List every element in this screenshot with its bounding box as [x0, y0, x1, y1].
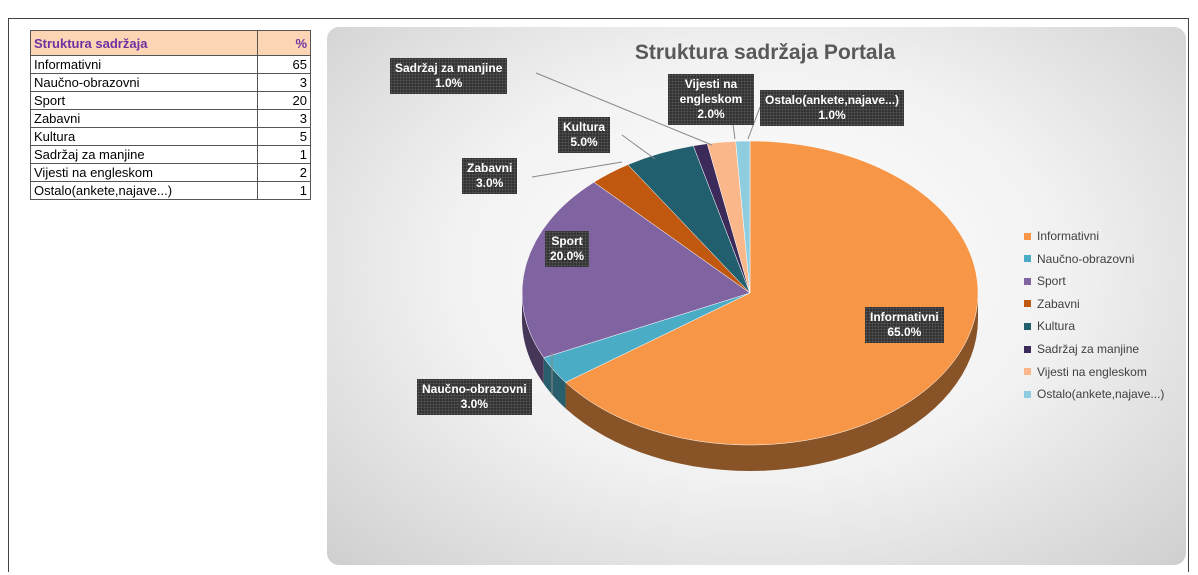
pie-svg [521, 72, 979, 471]
table-header: Struktura sadržaja % [30, 30, 311, 56]
cell: 1 [257, 145, 311, 164]
table-row: Informativni 65 [30, 55, 311, 74]
cell: Ostalo(ankete,najave...) [30, 181, 258, 200]
cell: Vijesti na engleskom [30, 163, 258, 182]
legend-swatch [1024, 390, 1031, 398]
pie-side [522, 293, 544, 384]
cell: 2 [257, 163, 311, 182]
cell: Sport [30, 91, 258, 110]
label-value: 2.0% [697, 107, 725, 121]
label-value: 1.0% [435, 76, 463, 90]
legend-swatch [1024, 322, 1031, 330]
legend-label: Sadržaj za manjine [1037, 342, 1140, 356]
legend-item: Sadržaj za manjine [1024, 342, 1139, 356]
cell: 5 [257, 127, 311, 146]
data-label: Naučno-obrazovni 3.0% [417, 379, 532, 415]
leader-line [621, 134, 656, 160]
data-label: Kultura 5.0% [558, 117, 610, 153]
chart-title: Struktura sadržaja Portala [634, 41, 896, 64]
pie-slice [521, 181, 751, 359]
label-name: Ostalo(ankete,najave...) [765, 93, 900, 107]
pie-side [565, 293, 978, 471]
label-name: Sport [551, 234, 583, 248]
legend-item: Ostalo(ankete,najave...) [1024, 387, 1164, 401]
pie-side [543, 357, 566, 409]
data-label: Informativni 65.0% [865, 307, 944, 343]
data-label: Ostalo(ankete,najave...) 1.0% [760, 90, 905, 126]
cell: Informativni [30, 55, 258, 74]
cell: Zabavni [30, 109, 258, 128]
leader-line [531, 161, 623, 178]
label-value: 65.0% [887, 325, 922, 339]
table-row: Kultura 5 [30, 127, 311, 146]
legend-item: Kultura [1024, 319, 1075, 333]
header-cell: Struktura sadržaja [30, 30, 258, 56]
data-label: Sadržaj za manjine 1.0% [390, 58, 508, 94]
leader-line [747, 106, 761, 140]
pie-tops [521, 140, 979, 446]
table-row: Vijesti na engleskom 2 [30, 163, 311, 182]
legend-swatch [1024, 345, 1031, 353]
legend-item: Zabavni [1024, 297, 1080, 311]
legend-swatch [1024, 232, 1031, 240]
cell: 3 [257, 109, 311, 128]
legend-item: Vijesti na engleskom [1024, 365, 1147, 379]
legend-item: Informativni [1024, 229, 1099, 243]
pie-sides [522, 293, 978, 471]
sheet-frame [8, 18, 1189, 572]
pie-slice [735, 140, 751, 294]
cell: Sadržaj za manjine [30, 145, 258, 164]
legend-label: Zabavni [1037, 296, 1080, 311]
data-label: Zabavni 3.0% [462, 158, 518, 194]
table-row: Sadržaj za manjine 1 [30, 145, 311, 164]
legend-swatch [1024, 277, 1031, 285]
legend-swatch [1024, 368, 1031, 376]
data-label: Sport 20.0% [545, 231, 590, 267]
legend-label: Naučno-obrazovni [1037, 251, 1135, 266]
legend-label: Sport [1037, 274, 1066, 289]
chart-area: Struktura sadržaja Portala Informativni 6… [327, 27, 1186, 565]
legend-swatch [1024, 255, 1031, 263]
legend-label: Informativni [1037, 229, 1100, 243]
table-row: Ostalo(ankete,najave...) 1 [30, 181, 311, 200]
label-value: 3.0% [476, 176, 504, 190]
label-value: 1.0% [818, 108, 846, 122]
cell: 65 [257, 55, 311, 74]
cell: Naučno-obrazovni [30, 73, 258, 92]
data-table: Struktura sadržaja % Informativni 65 Naučn… [30, 30, 311, 200]
pie-slice [565, 140, 979, 446]
legend-label: Kultura [1037, 319, 1076, 334]
label-name: Naučno-obrazovni [422, 382, 527, 396]
legend-item: Sport [1024, 274, 1066, 288]
label-name: Zabavni [467, 161, 513, 175]
leader-line [535, 72, 713, 146]
table-row: Zabavni 3 [30, 109, 311, 128]
table-row: Naučno-obrazovni 3 [30, 73, 311, 92]
label-value: 5.0% [570, 135, 598, 149]
cell: 20 [257, 91, 311, 110]
label-name: Vijesti na engleskom [679, 77, 743, 106]
label-value: 20.0% [550, 249, 585, 263]
legend-item: Naučno-obrazovni [1024, 252, 1134, 266]
label-name: Sadržaj za manjine [395, 61, 503, 75]
data-label: Vijesti na engleskom 2.0% [668, 74, 754, 125]
header-cell: % [257, 30, 311, 56]
label-name: Kultura [563, 120, 605, 134]
label-name: Informativni [870, 310, 939, 324]
legend-swatch [1024, 300, 1031, 308]
cell: Kultura [30, 127, 258, 146]
label-value: 3.0% [460, 397, 489, 411]
legend-label: Vijesti na engleskom [1037, 364, 1147, 379]
cell: 1 [257, 181, 311, 200]
table-row: Sport 20 [30, 91, 311, 110]
legend-label: Ostalo(ankete,najave...) [1037, 387, 1165, 402]
cell: 3 [257, 73, 311, 92]
